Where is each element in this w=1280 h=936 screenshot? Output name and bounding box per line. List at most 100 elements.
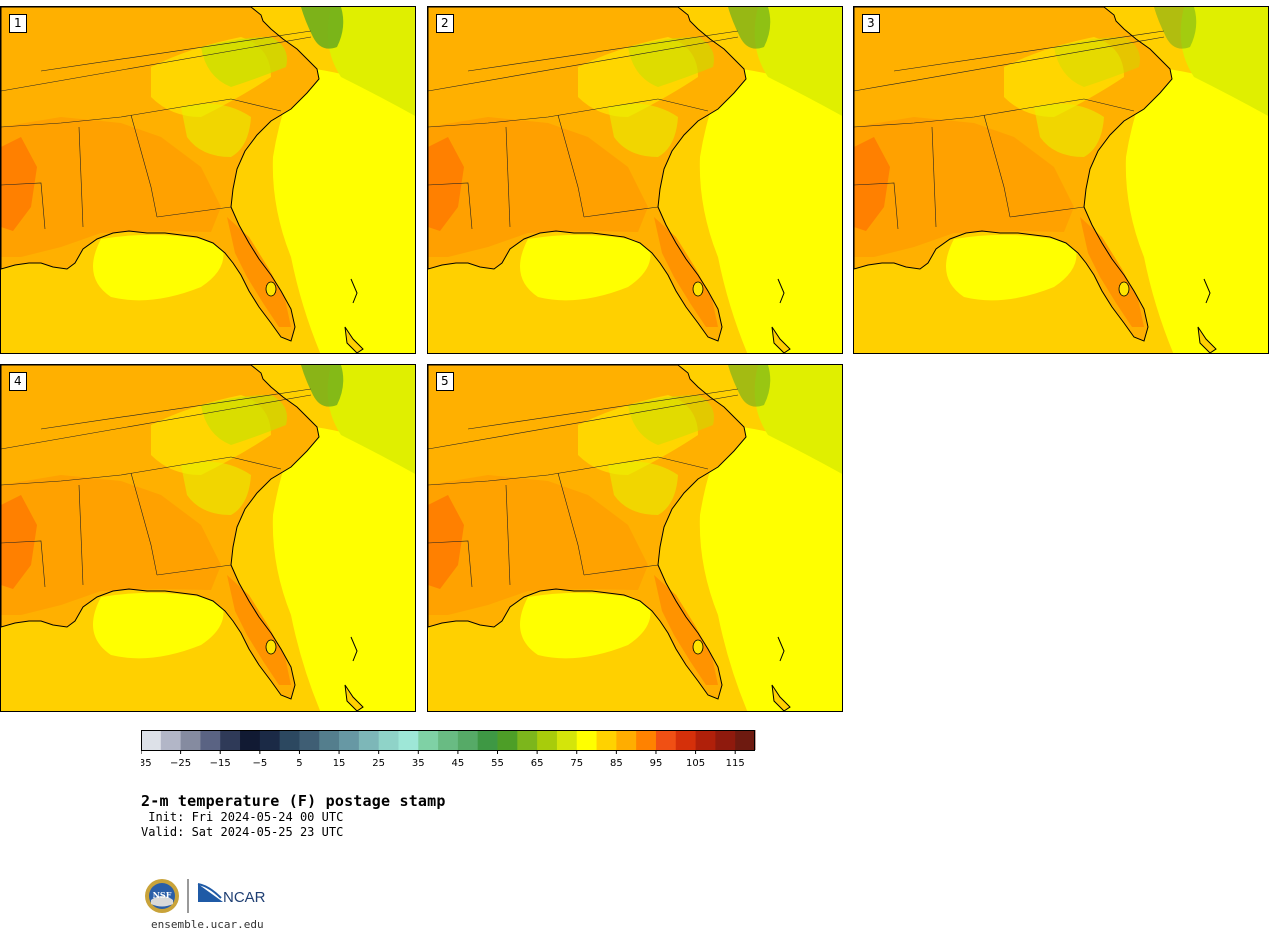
cool-ocean-band xyxy=(272,67,415,353)
bahamas-island xyxy=(344,684,364,711)
colorbar-segment xyxy=(279,730,300,750)
colorbar-segment xyxy=(675,730,696,750)
colorbar-segment xyxy=(319,730,340,750)
coastline xyxy=(428,7,747,342)
state-border xyxy=(1009,206,1085,218)
colorbar-tick-label: 25 xyxy=(372,758,385,769)
state-border xyxy=(78,126,84,228)
atlantic-cool-area xyxy=(754,365,842,474)
gulf-cool-area xyxy=(93,592,224,659)
state-border xyxy=(428,98,659,128)
state-border xyxy=(1,182,46,230)
state-border xyxy=(428,36,739,92)
state-border xyxy=(983,114,1011,218)
atlantic-cool-area xyxy=(327,365,415,474)
temperature-map xyxy=(428,365,842,711)
forecast-panel-4: 4 xyxy=(0,364,416,712)
ocean-cool-patch xyxy=(350,505,364,525)
state-border xyxy=(428,540,473,588)
member-label: 1 xyxy=(9,14,27,33)
bahamas-island xyxy=(777,636,785,662)
state-border xyxy=(1,36,312,92)
coastline xyxy=(1,7,320,342)
colorbar-segment xyxy=(160,730,182,750)
forecast-panel-3: 3 xyxy=(853,6,1269,354)
colorbar-segment xyxy=(438,730,459,750)
colorbar-segment xyxy=(556,730,578,750)
state-border xyxy=(893,30,1165,72)
colorbar-tick-label: 45 xyxy=(452,758,465,769)
colorbar-segment xyxy=(240,730,261,750)
colorbar-tick-label: 85 xyxy=(610,758,623,769)
colorbar-tick-label: 65 xyxy=(531,758,544,769)
colorbar-segment xyxy=(636,730,657,750)
colorbar-segment xyxy=(457,730,479,750)
state-border xyxy=(230,456,282,470)
colorbar-tick-label: 55 xyxy=(491,758,504,769)
state-border xyxy=(428,456,659,486)
state-border xyxy=(505,484,511,586)
state-border xyxy=(156,564,232,576)
bahamas-island xyxy=(771,684,791,711)
colorbar-segment xyxy=(180,730,201,750)
state-border xyxy=(156,206,232,218)
state-border xyxy=(583,564,659,576)
state-border xyxy=(854,36,1165,92)
state-border xyxy=(557,114,585,218)
colorbar-segment xyxy=(259,730,281,750)
init-time: Init: Fri 2024-05-24 00 UTC xyxy=(141,810,344,824)
temperature-map xyxy=(1,365,415,711)
state-border xyxy=(854,182,899,230)
chesapeake-green xyxy=(728,7,771,49)
member-label: 5 xyxy=(436,372,454,391)
cool-ocean-band xyxy=(699,67,842,353)
website-url: ensemble.ucar.edu xyxy=(151,918,264,931)
carolina-cool xyxy=(608,461,678,515)
gulf-cool-area xyxy=(520,592,651,659)
state-border xyxy=(428,182,473,230)
state-border xyxy=(230,98,282,112)
state-border xyxy=(557,472,585,576)
title-block: 2-m temperature (F) postage stamp Init: … xyxy=(141,792,446,840)
atlantic-cool-area xyxy=(754,7,842,116)
gulf-cool-area xyxy=(520,234,651,301)
state-border xyxy=(854,98,1085,128)
colorbar-segment xyxy=(299,730,320,750)
colorbar-tick-label: −25 xyxy=(170,758,191,769)
state-border xyxy=(1083,98,1135,112)
state-border xyxy=(1,394,312,450)
state-border xyxy=(931,126,937,228)
bahamas-island xyxy=(350,636,358,662)
carolina-cool xyxy=(181,461,251,515)
colorbar-segment xyxy=(358,730,380,750)
lake-okeechobee xyxy=(1118,281,1130,297)
colorbar-segment xyxy=(477,730,498,750)
colorbar-tick-label: −5 xyxy=(252,758,267,769)
valid-time: Valid: Sat 2024-05-25 23 UTC xyxy=(141,825,344,839)
mountain-green xyxy=(628,37,714,87)
gulf-cool-area xyxy=(93,234,224,301)
florida-warm xyxy=(227,217,291,327)
member-label: 3 xyxy=(862,14,880,33)
colorbar-tick-label: 115 xyxy=(726,758,745,769)
colorbar-segment xyxy=(596,730,617,750)
bahamas-island xyxy=(1203,278,1211,304)
lake-okeechobee xyxy=(692,639,704,655)
colorbar-segment xyxy=(695,730,716,750)
mountain-green xyxy=(1054,37,1140,87)
colorbar-segment xyxy=(200,730,221,750)
colorbar-segment xyxy=(576,730,597,750)
bahamas-island xyxy=(777,278,785,304)
colorbar-segment xyxy=(398,730,419,750)
temperature-map xyxy=(854,7,1268,353)
nsf-logo-text: NSF xyxy=(153,890,172,900)
atlantic-cool-area xyxy=(1180,7,1268,116)
colorbar-tick-label: 5 xyxy=(296,758,302,769)
colorbar-segment xyxy=(616,730,637,750)
mountain-green xyxy=(628,395,714,445)
cool-ocean-band xyxy=(1125,67,1268,353)
florida-warm xyxy=(654,217,718,327)
state-border xyxy=(78,484,84,586)
state-border xyxy=(40,30,312,72)
chesapeake-green xyxy=(728,365,771,407)
